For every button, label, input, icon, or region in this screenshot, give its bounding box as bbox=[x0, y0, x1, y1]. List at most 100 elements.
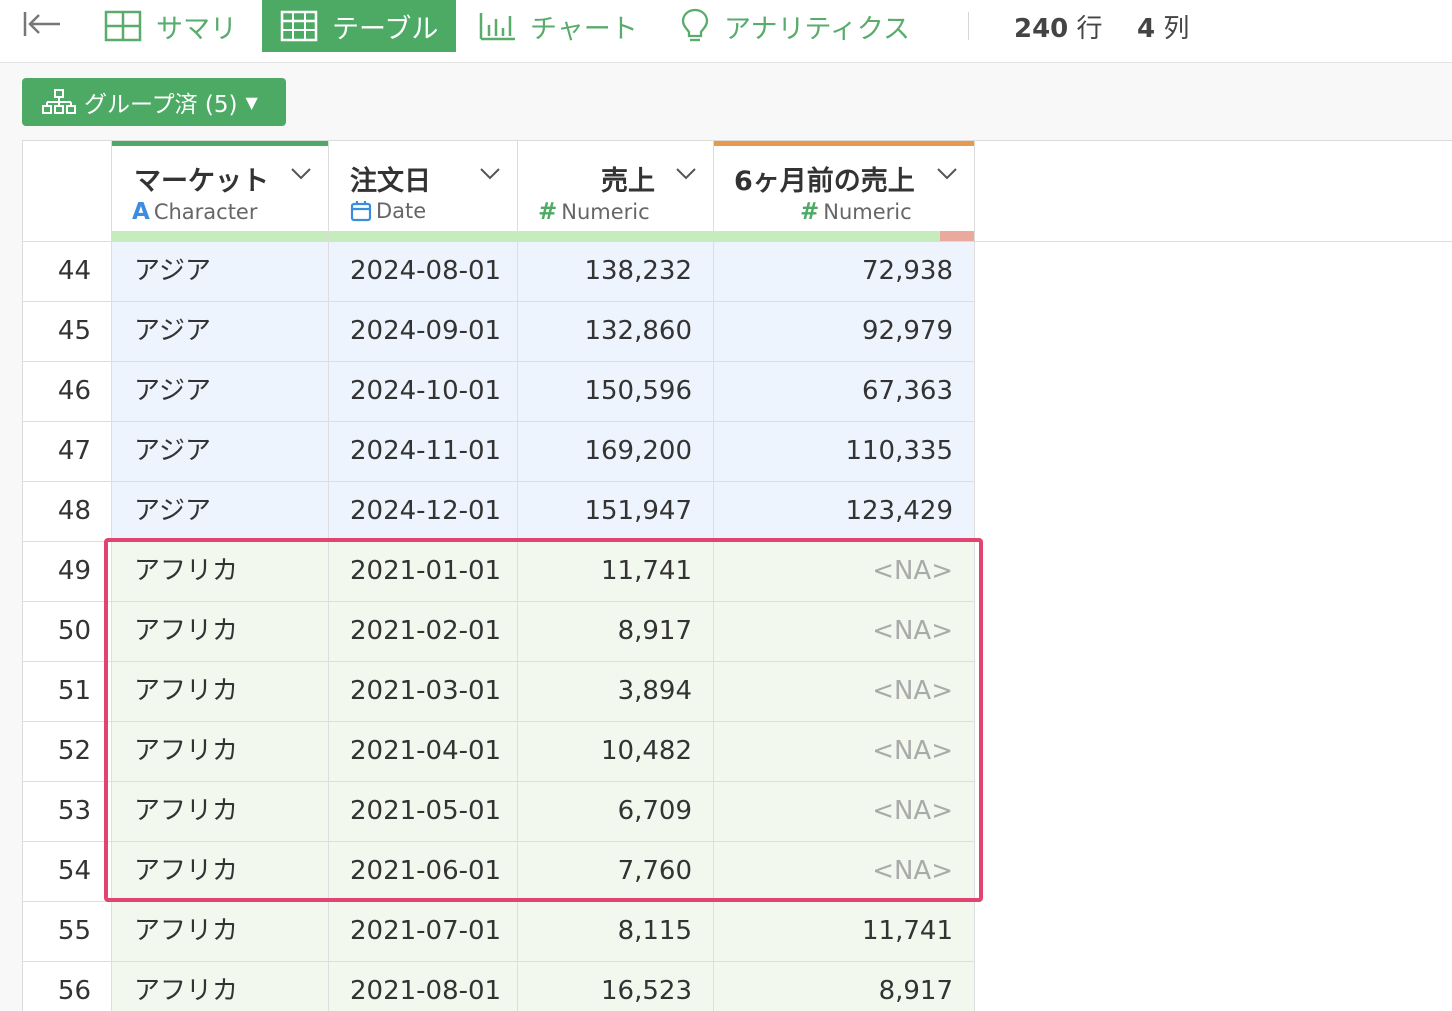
market-cell[interactable]: アジア bbox=[112, 422, 329, 481]
market-cell[interactable]: アフリカ bbox=[112, 962, 329, 1011]
sales-6-months-ago-cell[interactable]: 67,363 bbox=[714, 362, 975, 421]
row-number-cell[interactable]: 47 bbox=[23, 422, 112, 481]
table-row: 45 アジア 2024-09-01 132,860 92,979 bbox=[23, 302, 975, 362]
order-date-cell[interactable]: 2021-02-01 bbox=[329, 602, 518, 661]
market-cell[interactable]: アジア bbox=[112, 362, 329, 421]
data-table: マーケット A Character 注文日 bbox=[22, 140, 1452, 1011]
tab-summary[interactable]: サマリ bbox=[104, 0, 237, 52]
market-cell[interactable]: アフリカ bbox=[112, 662, 329, 721]
grouped-button-label: グループ済 (5) bbox=[84, 92, 238, 118]
column-header-order-date[interactable]: 注文日 Date bbox=[329, 141, 518, 241]
column-header-market[interactable]: マーケット A Character bbox=[112, 141, 329, 241]
sales-6-months-ago-cell[interactable]: 8,917 bbox=[714, 962, 975, 1011]
row-number-cell[interactable]: 45 bbox=[23, 302, 112, 361]
sales-cell[interactable]: 132,860 bbox=[518, 302, 714, 361]
sales-cell[interactable]: 10,482 bbox=[518, 722, 714, 781]
collapse-sidebar-icon[interactable] bbox=[22, 8, 62, 40]
market-cell[interactable]: アフリカ bbox=[112, 602, 329, 661]
order-date-cell[interactable]: 2021-07-01 bbox=[329, 902, 518, 961]
order-date-cell[interactable]: 2024-10-01 bbox=[329, 362, 518, 421]
tab-chart[interactable]: チャート bbox=[478, 0, 638, 52]
row-number-cell[interactable]: 53 bbox=[23, 782, 112, 841]
market-cell[interactable]: アフリカ bbox=[112, 722, 329, 781]
sales-6-months-ago-cell[interactable]: 123,429 bbox=[714, 482, 975, 541]
order-date-cell[interactable]: 2024-12-01 bbox=[329, 482, 518, 541]
row-number-cell[interactable]: 56 bbox=[23, 962, 112, 1011]
order-date-cell[interactable]: 2021-06-01 bbox=[329, 842, 518, 901]
order-date-cell[interactable]: 2024-11-01 bbox=[329, 422, 518, 481]
lightbulb-icon bbox=[680, 8, 710, 44]
market-cell[interactable]: アジア bbox=[112, 482, 329, 541]
column-type-label: Date bbox=[376, 199, 427, 223]
sales-cell[interactable]: 6,709 bbox=[518, 782, 714, 841]
order-date-cell[interactable]: 2024-08-01 bbox=[329, 242, 518, 301]
table-row: 55 アフリカ 2021-07-01 8,115 11,741 bbox=[23, 902, 975, 962]
order-date-cell[interactable]: 2021-01-01 bbox=[329, 542, 518, 601]
sales-6-months-ago-cell[interactable]: <NA> bbox=[714, 542, 975, 601]
sales-cell[interactable]: 8,917 bbox=[518, 602, 714, 661]
grouped-button[interactable]: グループ済 (5) ▼ bbox=[22, 78, 286, 126]
sales-cell[interactable]: 8,115 bbox=[518, 902, 714, 961]
tab-analytics[interactable]: アナリティクス bbox=[680, 0, 910, 52]
chevron-down-icon[interactable] bbox=[290, 167, 312, 181]
chevron-down-icon[interactable] bbox=[675, 167, 697, 181]
row-number-cell[interactable]: 50 bbox=[23, 602, 112, 661]
character-type-icon: A bbox=[132, 199, 150, 225]
market-cell[interactable]: アフリカ bbox=[112, 842, 329, 901]
tab-analytics-label: アナリティクス bbox=[724, 13, 911, 45]
column-name: マーケット bbox=[134, 166, 269, 197]
sales-cell[interactable]: 138,232 bbox=[518, 242, 714, 301]
column-top-bar bbox=[112, 141, 328, 146]
table-row: 56 アフリカ 2021-08-01 16,523 8,917 bbox=[23, 962, 975, 1011]
sales-cell[interactable]: 151,947 bbox=[518, 482, 714, 541]
sales-6-months-ago-cell[interactable]: <NA> bbox=[714, 722, 975, 781]
row-count: 240 行 bbox=[1014, 8, 1103, 45]
table-row: 52 アフリカ 2021-04-01 10,482 <NA> bbox=[23, 722, 975, 782]
market-cell[interactable]: アフリカ bbox=[112, 782, 329, 841]
table-row: 44 アジア 2024-08-01 138,232 72,938 bbox=[23, 242, 975, 302]
column-type-label: Character bbox=[153, 200, 258, 224]
sales-cell[interactable]: 169,200 bbox=[518, 422, 714, 481]
sales-cell[interactable]: 7,760 bbox=[518, 842, 714, 901]
row-number-cell[interactable]: 49 bbox=[23, 542, 112, 601]
sales-6-months-ago-cell[interactable]: 110,335 bbox=[714, 422, 975, 481]
order-date-cell[interactable]: 2021-05-01 bbox=[329, 782, 518, 841]
chevron-down-icon[interactable] bbox=[936, 167, 958, 181]
row-number-cell[interactable]: 44 bbox=[23, 242, 112, 301]
tab-table[interactable]: テーブル bbox=[262, 0, 456, 52]
sales-6-months-ago-cell[interactable]: <NA> bbox=[714, 842, 975, 901]
sales-6-months-ago-cell[interactable]: 72,938 bbox=[714, 242, 975, 301]
sales-6-months-ago-cell[interactable]: 11,741 bbox=[714, 902, 975, 961]
row-number-cell[interactable]: 55 bbox=[23, 902, 112, 961]
row-number-cell[interactable]: 48 bbox=[23, 482, 112, 541]
order-date-cell[interactable]: 2024-09-01 bbox=[329, 302, 518, 361]
row-number-cell[interactable]: 52 bbox=[23, 722, 112, 781]
column-type: # Numeric bbox=[800, 199, 912, 225]
market-cell[interactable]: アジア bbox=[112, 302, 329, 361]
sales-cell[interactable]: 3,894 bbox=[518, 662, 714, 721]
sales-6-months-ago-cell[interactable]: <NA> bbox=[714, 782, 975, 841]
sales-6-months-ago-cell[interactable]: 92,979 bbox=[714, 302, 975, 361]
market-cell[interactable]: アフリカ bbox=[112, 902, 329, 961]
row-number-cell[interactable]: 54 bbox=[23, 842, 112, 901]
sales-6-months-ago-cell[interactable]: <NA> bbox=[714, 602, 975, 661]
column-name: 注文日 bbox=[350, 166, 431, 197]
column-header-sales[interactable]: 売上 # Numeric bbox=[518, 141, 714, 241]
market-cell[interactable]: アフリカ bbox=[112, 542, 329, 601]
order-date-cell[interactable]: 2021-08-01 bbox=[329, 962, 518, 1011]
chevron-down-icon[interactable] bbox=[479, 167, 501, 181]
sales-cell[interactable]: 16,523 bbox=[518, 962, 714, 1011]
numeric-type-icon: # bbox=[538, 199, 558, 225]
table-row: 47 アジア 2024-11-01 169,200 110,335 bbox=[23, 422, 975, 482]
column-type: A Character bbox=[132, 199, 258, 225]
column-top-bar bbox=[714, 141, 974, 146]
column-header-sales-6-months-ago[interactable]: 6ヶ月前の売上 # Numeric bbox=[714, 141, 975, 241]
row-number-cell[interactable]: 46 bbox=[23, 362, 112, 421]
row-number-cell[interactable]: 51 bbox=[23, 662, 112, 721]
sales-cell[interactable]: 150,596 bbox=[518, 362, 714, 421]
sales-cell[interactable]: 11,741 bbox=[518, 542, 714, 601]
market-cell[interactable]: アジア bbox=[112, 242, 329, 301]
sales-6-months-ago-cell[interactable]: <NA> bbox=[714, 662, 975, 721]
order-date-cell[interactable]: 2021-03-01 bbox=[329, 662, 518, 721]
order-date-cell[interactable]: 2021-04-01 bbox=[329, 722, 518, 781]
